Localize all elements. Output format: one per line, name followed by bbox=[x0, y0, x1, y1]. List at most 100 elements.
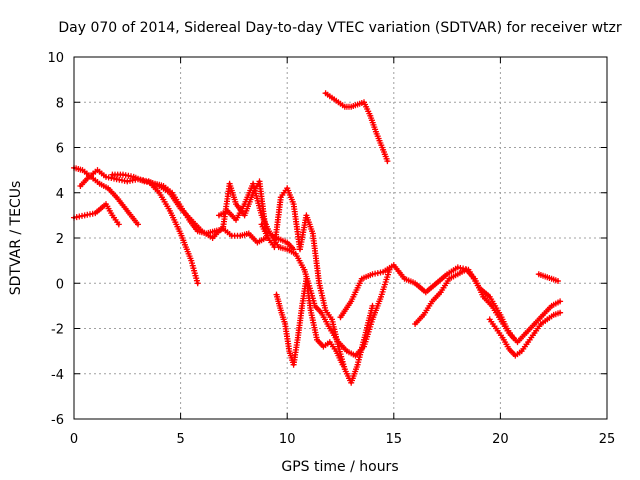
data-point bbox=[317, 281, 321, 285]
data-point bbox=[533, 322, 536, 326]
y-tick-label: 10 bbox=[47, 51, 64, 66]
data-point bbox=[234, 202, 238, 206]
data-point bbox=[430, 300, 434, 303]
data-point bbox=[121, 173, 125, 177]
data-point bbox=[104, 202, 108, 206]
data-point bbox=[275, 293, 278, 296]
data-point bbox=[313, 304, 317, 308]
data-point bbox=[179, 207, 183, 211]
data-point bbox=[413, 322, 417, 326]
series-line bbox=[324, 92, 389, 163]
x-tick-label: 5 bbox=[176, 432, 184, 447]
data-point bbox=[309, 309, 313, 312]
series-arc3 bbox=[77, 167, 201, 287]
data-point bbox=[260, 223, 263, 226]
data-point bbox=[96, 168, 99, 172]
data-point bbox=[238, 234, 242, 238]
series-markers bbox=[322, 90, 391, 165]
y-tick-label: 6 bbox=[56, 142, 64, 157]
data-point bbox=[379, 295, 383, 299]
data-point bbox=[125, 209, 129, 213]
data-point bbox=[341, 363, 344, 367]
data-point bbox=[356, 103, 359, 106]
data-point bbox=[98, 182, 101, 186]
data-point bbox=[302, 268, 306, 272]
data-point bbox=[424, 290, 428, 294]
data-point bbox=[545, 318, 549, 321]
data-point bbox=[315, 338, 319, 342]
data-point bbox=[362, 338, 366, 342]
data-point bbox=[115, 195, 118, 199]
data-point bbox=[300, 304, 304, 308]
data-point bbox=[296, 336, 300, 339]
series-arc13 bbox=[535, 271, 561, 284]
data-point bbox=[196, 229, 200, 233]
data-point bbox=[375, 132, 379, 136]
data-point bbox=[268, 232, 272, 235]
data-point bbox=[93, 211, 97, 215]
data-point bbox=[79, 184, 82, 188]
data-point bbox=[537, 272, 541, 276]
x-tick-label: 25 bbox=[599, 432, 616, 447]
data-point bbox=[533, 331, 536, 335]
y-tick-label: -4 bbox=[51, 368, 64, 383]
data-point bbox=[328, 327, 332, 330]
data-point bbox=[285, 247, 289, 251]
data-point bbox=[292, 363, 295, 367]
data-point bbox=[552, 313, 556, 317]
data-point bbox=[456, 272, 460, 276]
data-point bbox=[292, 247, 295, 251]
series-markers bbox=[71, 201, 122, 228]
series-arc1 bbox=[71, 201, 122, 228]
data-point bbox=[87, 175, 91, 179]
data-point bbox=[362, 100, 366, 104]
data-point bbox=[330, 96, 334, 100]
data-point bbox=[251, 182, 255, 186]
data-point bbox=[520, 349, 524, 353]
data-point bbox=[104, 175, 108, 179]
y-tick-label: 2 bbox=[56, 232, 64, 247]
data-point bbox=[368, 114, 372, 118]
data-point bbox=[539, 322, 543, 326]
series-arc10 bbox=[412, 266, 564, 346]
x-tick-label: 10 bbox=[279, 432, 296, 447]
data-point bbox=[422, 313, 425, 317]
data-point bbox=[490, 304, 494, 308]
data-point bbox=[360, 277, 364, 281]
data-point bbox=[343, 105, 347, 109]
y-axis-title: SDTVAR / TECUs bbox=[8, 181, 24, 296]
data-point bbox=[292, 202, 295, 206]
data-point bbox=[439, 290, 443, 294]
data-point bbox=[189, 259, 193, 262]
data-point bbox=[243, 214, 247, 217]
data-point bbox=[543, 275, 547, 278]
data-point bbox=[550, 304, 553, 308]
data-point bbox=[371, 272, 374, 276]
series-arc8 bbox=[273, 275, 346, 368]
data-point bbox=[381, 148, 385, 152]
data-point bbox=[324, 91, 327, 95]
data-point bbox=[132, 175, 136, 179]
data-point bbox=[117, 223, 121, 226]
data-point bbox=[115, 177, 118, 181]
y-tick-label: -2 bbox=[51, 323, 64, 338]
x-tick-label: 20 bbox=[492, 432, 509, 447]
data-point bbox=[243, 202, 247, 206]
data-point bbox=[279, 309, 283, 312]
data-point bbox=[81, 168, 84, 172]
data-point bbox=[143, 180, 146, 183]
x-tick-label: 15 bbox=[386, 432, 403, 447]
data-point bbox=[273, 245, 276, 249]
data-point bbox=[354, 354, 357, 357]
data-point bbox=[349, 300, 353, 303]
data-point bbox=[285, 241, 289, 244]
data-point bbox=[168, 191, 172, 195]
data-point bbox=[247, 232, 251, 235]
data-point bbox=[403, 277, 406, 281]
data-point bbox=[287, 349, 291, 353]
data-point bbox=[147, 180, 151, 183]
data-point bbox=[337, 345, 340, 348]
data-point bbox=[311, 232, 315, 235]
chart-title: Day 070 of 2014, Sidereal Day-to-day VTE… bbox=[58, 20, 622, 36]
